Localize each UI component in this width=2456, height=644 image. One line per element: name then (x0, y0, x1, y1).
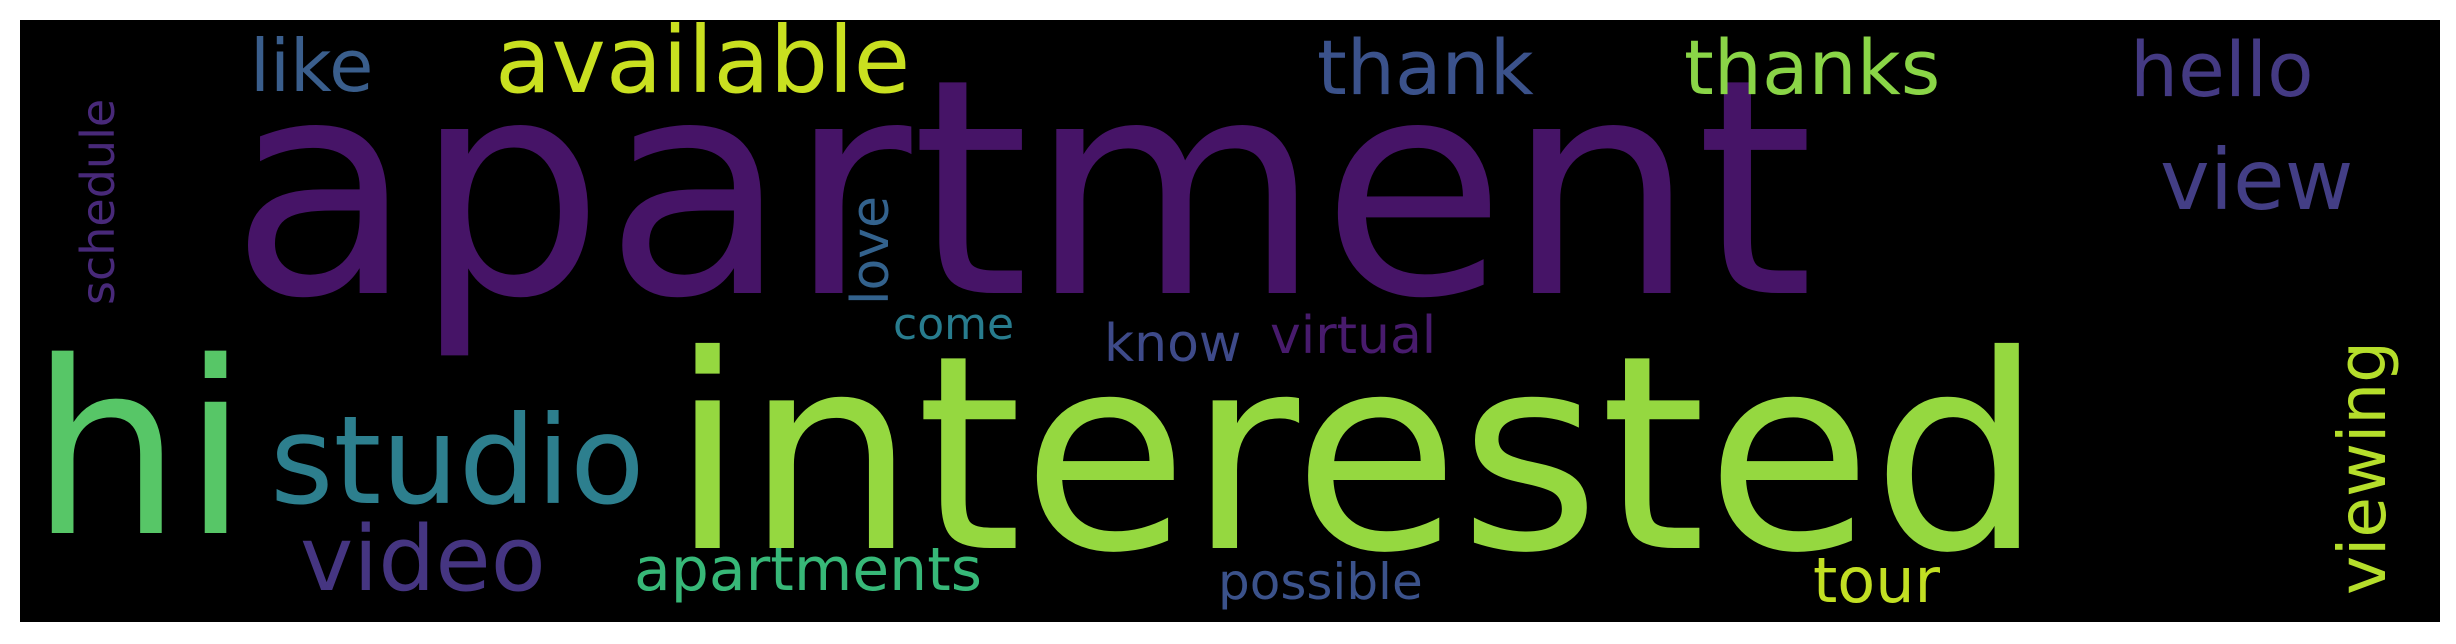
word-cloud-canvas: apartment interested hi studio video ava… (20, 20, 2440, 622)
word-view: view (2160, 131, 2354, 229)
word-hello: hello (2130, 25, 2314, 114)
word-apartment: apartment (230, 20, 1814, 364)
word-video: video (300, 507, 546, 612)
word-virtual: virtual (1270, 306, 1437, 366)
word-thanks: thanks (1684, 23, 1941, 112)
word-know: know (1104, 314, 1242, 374)
word-love: love (841, 195, 901, 305)
word-schedule: schedule (71, 98, 125, 305)
word-hi: hi (30, 310, 249, 590)
word-interested: interested (670, 297, 2044, 612)
word-tour: tour (1813, 544, 1941, 617)
word-come: come (893, 299, 1015, 350)
word-like: like (250, 24, 374, 108)
word-apartments: apartments (634, 535, 982, 605)
word-studio: studio (270, 390, 645, 532)
word-available: available (495, 20, 911, 114)
word-viewing: viewing (2324, 340, 2401, 595)
word-thank: thank (1317, 23, 1534, 112)
word-possible: possible (1218, 553, 1423, 611)
